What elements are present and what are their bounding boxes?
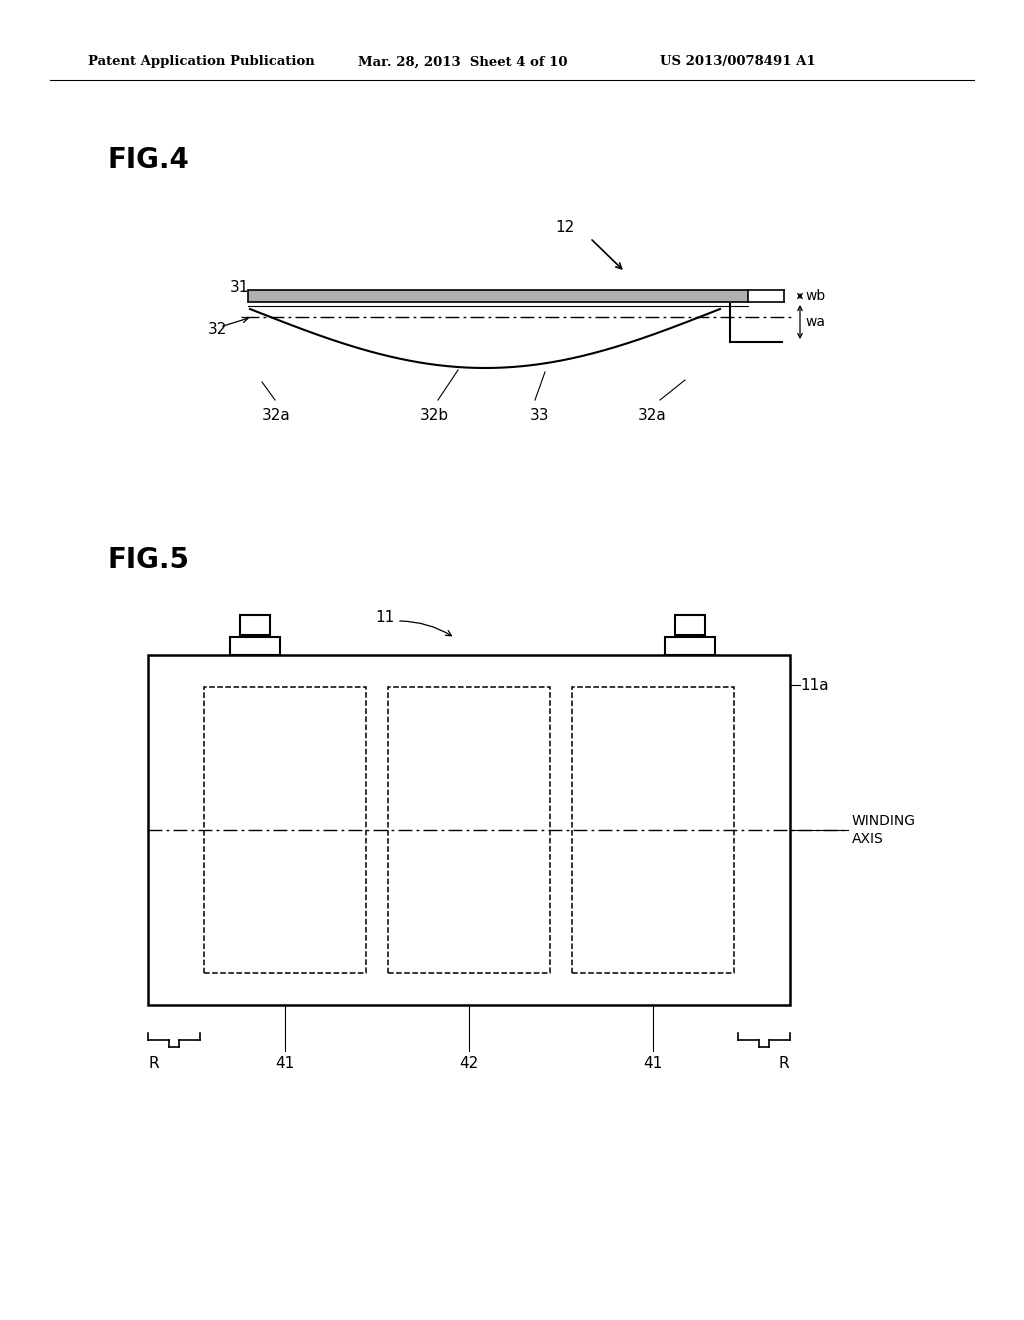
Text: 11a: 11a [800,677,828,693]
Bar [204,686,366,973]
Text: R: R [148,1056,160,1071]
Text: wb: wb [805,289,825,304]
Text: wa: wa [805,315,825,329]
Bar [148,655,790,1005]
Text: 33: 33 [530,408,550,422]
Text: 32b: 32b [420,408,450,422]
Text: AXIS: AXIS [852,832,884,846]
Bar [388,686,550,973]
Text: 11: 11 [375,610,394,624]
Text: 12: 12 [555,220,574,235]
Text: 32a: 32a [638,408,667,422]
Bar [248,290,748,302]
Text: Patent Application Publication: Patent Application Publication [88,55,314,69]
Text: R: R [778,1056,790,1071]
Text: FIG.5: FIG.5 [108,546,190,574]
Text: WINDING: WINDING [852,814,916,828]
Text: 31: 31 [230,281,250,296]
Text: 32a: 32a [262,408,291,422]
Bar [230,638,280,655]
Bar [572,686,734,973]
Text: 41: 41 [643,1056,663,1071]
Text: FIG.4: FIG.4 [108,147,189,174]
Bar [675,615,705,635]
Bar [665,638,715,655]
Text: US 2013/0078491 A1: US 2013/0078491 A1 [660,55,816,69]
Text: 41: 41 [275,1056,295,1071]
Bar [240,615,270,635]
Text: 32: 32 [208,322,227,338]
Text: Mar. 28, 2013  Sheet 4 of 10: Mar. 28, 2013 Sheet 4 of 10 [358,55,567,69]
Text: 42: 42 [460,1056,478,1071]
